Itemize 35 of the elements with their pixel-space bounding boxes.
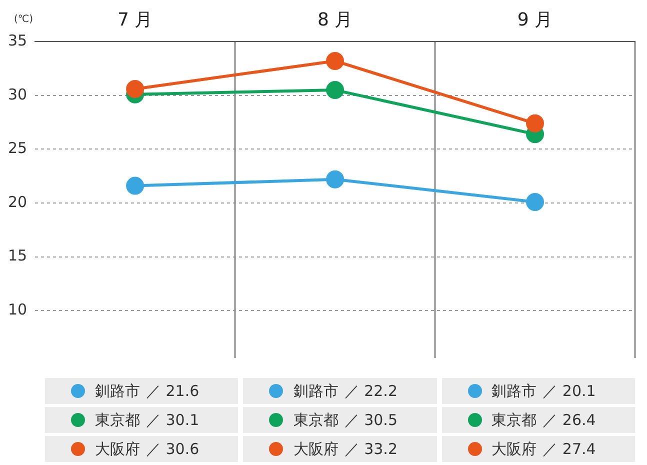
text: 東京都 — [293, 410, 338, 428]
y-axis-title: (℃) — [14, 14, 34, 25]
text: 大阪府 — [492, 440, 537, 458]
data-label: ／ 26.4 — [542, 410, 596, 430]
point — [526, 114, 544, 132]
x-tick-label: 9 月 — [517, 9, 553, 30]
y-tick-label: 25 — [8, 139, 28, 158]
point — [526, 192, 544, 211]
legend-label: 東京都 — [95, 410, 140, 430]
point — [126, 176, 144, 195]
data-label: ／ 30.5 — [344, 410, 398, 430]
x-tick-label: 7 月 — [117, 9, 153, 30]
data-label: ／ 20.1 — [542, 382, 596, 400]
y-tick-label: 20 — [8, 192, 28, 211]
text: 大阪府 — [293, 440, 338, 458]
x-tick-label: 8 月 — [317, 9, 353, 30]
legend-label: 大阪府 — [95, 440, 140, 458]
point — [326, 52, 344, 70]
point — [326, 170, 344, 188]
data-label: ／ 30.6 — [146, 440, 200, 458]
y-tick-label: 30 — [8, 85, 28, 104]
y-tick-label: 10 — [8, 300, 28, 319]
point — [126, 80, 144, 98]
y-tick-label: 35 — [8, 31, 28, 50]
text: 釧路市 — [293, 382, 338, 400]
y-tick-label: 15 — [8, 246, 28, 265]
legend-label: 釧路市 — [95, 382, 140, 400]
text: 釧路市 — [492, 382, 537, 400]
data-label: ／ 22.2 — [344, 382, 398, 400]
point — [326, 81, 344, 100]
data-label: ／ 33.2 — [344, 440, 398, 458]
data-label: ／ 30.1 — [146, 410, 200, 430]
data-label: ／ 21.6 — [146, 382, 200, 400]
data-label: ／ 27.4 — [542, 440, 596, 458]
text: 東京都 — [492, 410, 537, 428]
